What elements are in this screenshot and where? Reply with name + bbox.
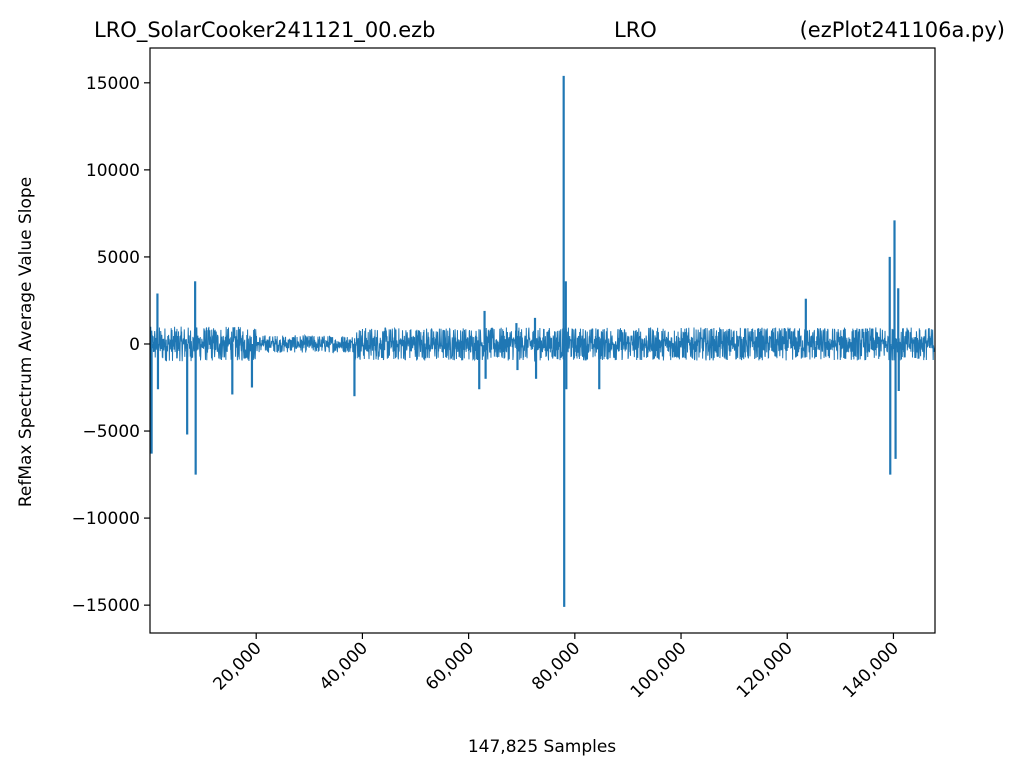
y-tick-label: −5000 — [82, 422, 140, 442]
plot-area — [150, 75, 935, 607]
y-axis: 15000 10000 5000 0 −5000 −10000 −15000 — [72, 74, 150, 616]
chart-title-center: LRO — [614, 18, 657, 42]
y-tick-label: 10000 — [86, 161, 140, 181]
y-tick-label: 0 — [129, 335, 140, 355]
data-series-line — [150, 326, 935, 363]
chart-title-right: (ezPlot241106a.py) — [800, 18, 1005, 42]
y-axis-label: RefMax Spectrum Average Value Slope — [16, 177, 36, 507]
y-tick-label: −15000 — [72, 596, 140, 616]
chart-title-left: LRO_SolarCooker241121_00.ezb — [94, 18, 436, 43]
y-tick-label: 15000 — [86, 74, 140, 94]
y-tick-label: 5000 — [97, 248, 140, 268]
axes-frame — [149, 47, 936, 634]
x-axis-label: 147,825 Samples — [468, 737, 616, 757]
spike-marks — [150, 75, 900, 607]
y-tick-label: −10000 — [72, 509, 140, 529]
